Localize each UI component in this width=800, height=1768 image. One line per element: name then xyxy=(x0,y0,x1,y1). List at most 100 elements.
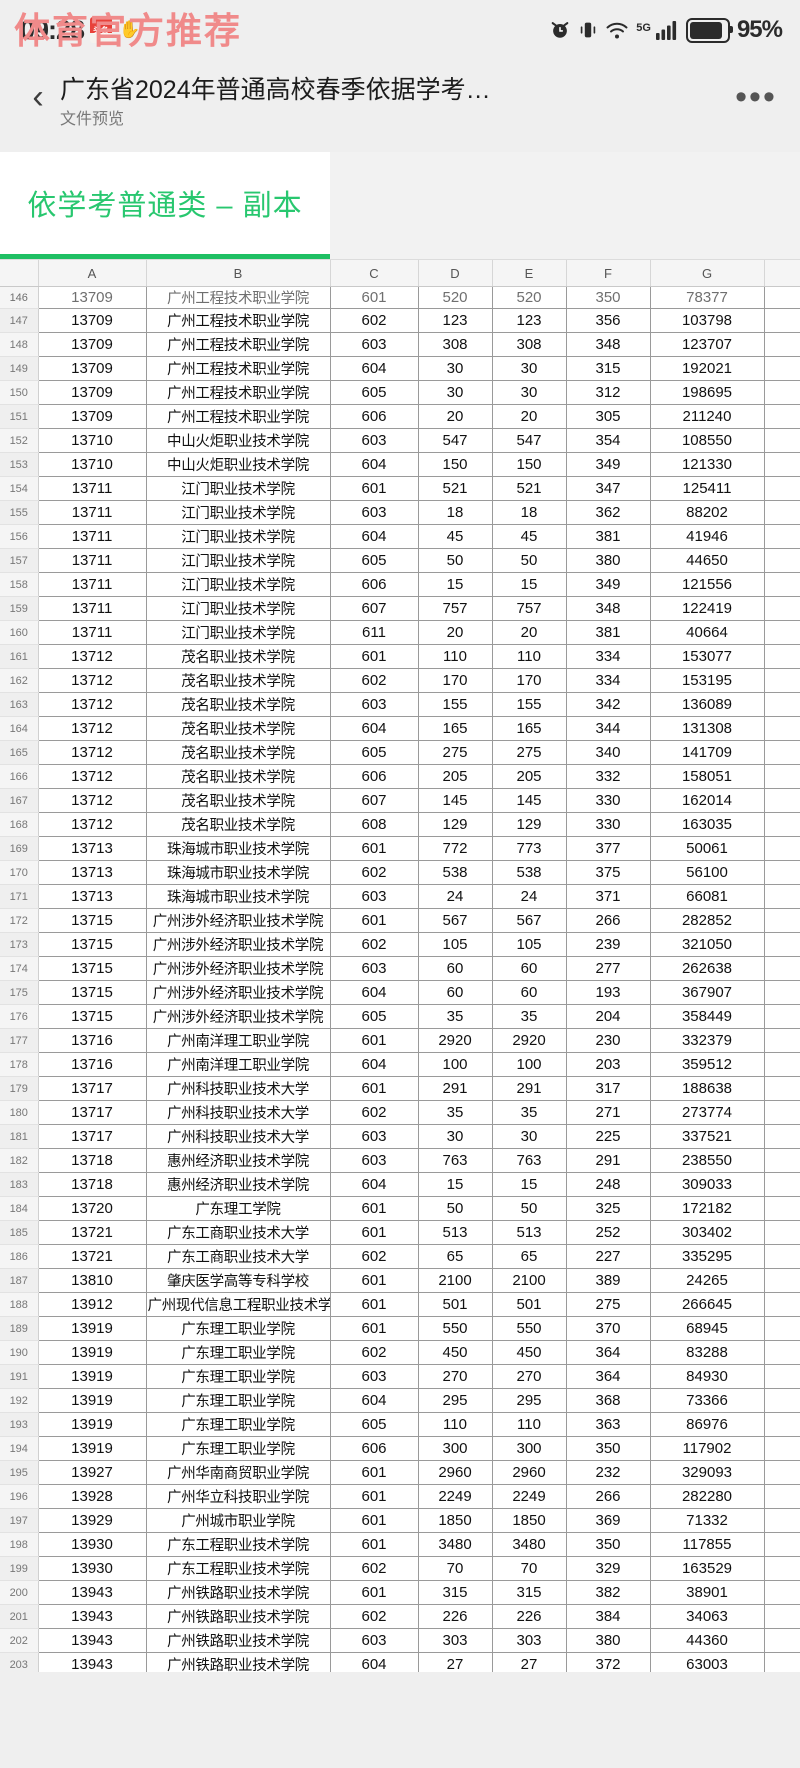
row-number-cell[interactable]: 156 xyxy=(0,524,39,549)
cell-f[interactable]: 347 xyxy=(566,476,651,501)
row-number-cell[interactable]: 168 xyxy=(0,812,39,837)
table-row[interactable]: 148 13709 广州工程技术职业学院 603 308 308 348 123707 xyxy=(0,332,800,357)
cell-f[interactable]: 225 xyxy=(566,1124,651,1149)
cell-e[interactable]: 35 xyxy=(492,1004,567,1029)
cell-d[interactable]: 100 xyxy=(418,1052,493,1077)
cell-g[interactable]: 24265 xyxy=(650,1268,765,1293)
cell-c[interactable]: 603 xyxy=(330,1124,419,1149)
table-row[interactable]: 198 13930 广东工程职业技术学院 601 3480 3480 350 117855 xyxy=(0,1532,800,1557)
cell-c[interactable]: 608 xyxy=(330,812,419,837)
cell-d[interactable]: 2960 xyxy=(418,1460,493,1485)
cell-e[interactable]: 1850 xyxy=(492,1508,567,1533)
row-number-cell[interactable]: 157 xyxy=(0,548,39,573)
table-row[interactable]: 195 13927 广州华南商贸职业学院 601 2960 2960 232 329093 xyxy=(0,1460,800,1485)
cell-d[interactable]: 30 xyxy=(418,356,493,381)
cell-d[interactable]: 2920 xyxy=(418,1028,493,1053)
cell-h[interactable] xyxy=(764,1292,800,1317)
cell-a[interactable]: 13715 xyxy=(38,956,147,981)
cell-f[interactable]: 349 xyxy=(566,572,651,597)
cell-h[interactable] xyxy=(764,932,800,957)
cell-h[interactable] xyxy=(764,1652,800,1672)
cell-a[interactable]: 13712 xyxy=(38,740,147,765)
cell-a[interactable]: 13943 xyxy=(38,1652,147,1672)
cell-d[interactable]: 15 xyxy=(418,1172,493,1197)
cell-a[interactable]: 13711 xyxy=(38,620,147,645)
cell-d[interactable]: 60 xyxy=(418,980,493,1005)
cell-e[interactable]: 3480 xyxy=(492,1532,567,1557)
cell-g[interactable]: 88202 xyxy=(650,500,765,525)
cell-h[interactable] xyxy=(764,908,800,933)
row-number-cell[interactable]: 158 xyxy=(0,572,39,597)
cell-f[interactable]: 348 xyxy=(566,596,651,621)
cell-e[interactable]: 30 xyxy=(492,380,567,405)
cell-f[interactable]: 275 xyxy=(566,1292,651,1317)
cell-h[interactable] xyxy=(764,1388,800,1413)
cell-c[interactable]: 601 xyxy=(330,1580,419,1605)
cell-d[interactable]: 226 xyxy=(418,1604,493,1629)
cell-f[interactable]: 325 xyxy=(566,1196,651,1221)
row-number-cell[interactable]: 187 xyxy=(0,1268,39,1293)
table-row[interactable]: 177 13716 广州南洋理工职业学院 601 2920 2920 230 332379 xyxy=(0,1028,800,1053)
cell-a[interactable]: 13711 xyxy=(38,476,147,501)
row-number-cell[interactable]: 162 xyxy=(0,668,39,693)
cell-g[interactable]: 108550 xyxy=(650,428,765,453)
cell-h[interactable] xyxy=(764,1004,800,1029)
cell-h[interactable] xyxy=(764,332,800,357)
cell-c[interactable]: 603 xyxy=(330,1628,419,1653)
cell-e[interactable]: 450 xyxy=(492,1340,567,1365)
table-row[interactable]: 173 13715 广州涉外经济职业技术学院 602 105 105 239 321050 xyxy=(0,932,800,957)
cell-b[interactable]: 广东理工职业学院 xyxy=(146,1436,331,1461)
cell-f[interactable]: 248 xyxy=(566,1172,651,1197)
sheet-tab-active[interactable]: 依学考普通类 – 副本 xyxy=(0,152,330,259)
cell-g[interactable]: 84930 xyxy=(650,1364,765,1389)
cell-g[interactable]: 198695 xyxy=(650,380,765,405)
cell-a[interactable]: 13715 xyxy=(38,980,147,1005)
cell-c[interactable]: 601 xyxy=(330,1268,419,1293)
cell-h[interactable] xyxy=(764,740,800,765)
cell-e[interactable]: 100 xyxy=(492,1052,567,1077)
cell-g[interactable]: 337521 xyxy=(650,1124,765,1149)
cell-b[interactable]: 广州铁路职业技术学院 xyxy=(146,1652,331,1672)
back-button[interactable]: ‹ xyxy=(32,77,44,116)
column-header-h[interactable] xyxy=(764,260,800,287)
cell-h[interactable] xyxy=(764,1484,800,1509)
cell-d[interactable]: 275 xyxy=(418,740,493,765)
cell-b[interactable]: 惠州经济职业技术学院 xyxy=(146,1148,331,1173)
table-row[interactable]: 175 13715 广州涉外经济职业技术学院 604 60 60 193 367907 xyxy=(0,980,800,1005)
cell-f[interactable]: 305 xyxy=(566,404,651,429)
cell-a[interactable]: 13919 xyxy=(38,1412,147,1437)
cell-b[interactable]: 江门职业技术学院 xyxy=(146,572,331,597)
table-row[interactable]: 153 13710 中山火炬职业技术学院 604 150 150 349 121330 xyxy=(0,452,800,477)
table-row[interactable]: 190 13919 广东理工职业学院 602 450 450 364 83288 xyxy=(0,1340,800,1365)
table-row[interactable]: 192 13919 广东理工职业学院 604 295 295 368 73366 xyxy=(0,1388,800,1413)
cell-b[interactable]: 广州工程技术职业学院 xyxy=(146,404,331,429)
row-number-cell[interactable]: 148 xyxy=(0,332,39,357)
row-number-cell[interactable]: 161 xyxy=(0,644,39,669)
cell-b[interactable]: 广东理工职业学院 xyxy=(146,1412,331,1437)
row-number-cell[interactable]: 153 xyxy=(0,452,39,477)
cell-a[interactable]: 13930 xyxy=(38,1532,147,1557)
cell-b[interactable]: 广州城市职业学院 xyxy=(146,1508,331,1533)
cell-g[interactable]: 188638 xyxy=(650,1076,765,1101)
cell-g[interactable]: 41946 xyxy=(650,524,765,549)
cell-d[interactable]: 2100 xyxy=(418,1268,493,1293)
cell-d[interactable]: 547 xyxy=(418,428,493,453)
cell-g[interactable]: 309033 xyxy=(650,1172,765,1197)
cell-b[interactable]: 广州南洋理工职业学院 xyxy=(146,1052,331,1077)
cell-c[interactable]: 602 xyxy=(330,860,419,885)
cell-h[interactable] xyxy=(764,356,800,381)
cell-g[interactable]: 282280 xyxy=(650,1484,765,1509)
cell-g[interactable]: 172182 xyxy=(650,1196,765,1221)
cell-a[interactable]: 13711 xyxy=(38,548,147,573)
cell-c[interactable]: 603 xyxy=(330,500,419,525)
cell-h[interactable] xyxy=(764,1532,800,1557)
cell-b[interactable]: 广州涉外经济职业技术学院 xyxy=(146,932,331,957)
row-number-cell[interactable]: 198 xyxy=(0,1532,39,1557)
cell-g[interactable]: 153077 xyxy=(650,644,765,669)
cell-a[interactable]: 13709 xyxy=(38,356,147,381)
row-number-cell[interactable]: 186 xyxy=(0,1244,39,1269)
cell-d[interactable]: 20 xyxy=(418,404,493,429)
cell-g[interactable]: 34063 xyxy=(650,1604,765,1629)
table-row[interactable]: 170 13713 珠海城市职业技术学院 602 538 538 375 56100 xyxy=(0,860,800,885)
row-number-cell[interactable]: 197 xyxy=(0,1508,39,1533)
